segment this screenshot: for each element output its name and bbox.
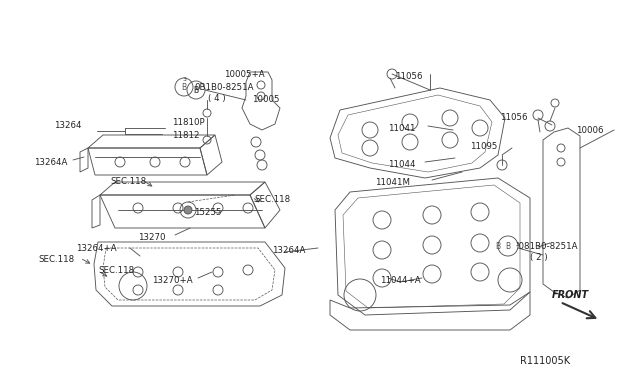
Text: 10005+A: 10005+A xyxy=(224,70,264,79)
Text: 11044: 11044 xyxy=(388,160,415,169)
Text: B: B xyxy=(181,83,187,92)
Text: ( 4 ): ( 4 ) xyxy=(208,94,226,103)
Text: 13264+A: 13264+A xyxy=(76,244,116,253)
Text: B: B xyxy=(193,86,198,94)
Text: SEC.118: SEC.118 xyxy=(98,266,134,275)
Text: 11044+A: 11044+A xyxy=(380,276,420,285)
Text: 11056: 11056 xyxy=(395,72,422,81)
Text: 11041M: 11041M xyxy=(375,178,410,187)
Circle shape xyxy=(184,206,192,214)
Text: 10005: 10005 xyxy=(252,95,280,104)
Text: SEC.118: SEC.118 xyxy=(254,195,290,204)
Text: FRONT: FRONT xyxy=(552,290,589,300)
Text: 13270: 13270 xyxy=(138,233,166,242)
Text: 11056: 11056 xyxy=(500,113,527,122)
Text: B: B xyxy=(495,241,500,250)
Text: 11041: 11041 xyxy=(388,124,415,133)
Text: 13264A: 13264A xyxy=(34,158,67,167)
Text: ³081B0-8251A: ³081B0-8251A xyxy=(516,242,579,251)
Text: B: B xyxy=(506,241,511,250)
Text: R111005K: R111005K xyxy=(520,356,570,366)
Text: ( 2 ): ( 2 ) xyxy=(530,253,548,262)
Text: 0B1B0-8251A: 0B1B0-8251A xyxy=(194,83,253,92)
Text: 11810P: 11810P xyxy=(172,118,205,127)
Text: 13270+A: 13270+A xyxy=(152,276,193,285)
Text: B: B xyxy=(193,86,198,94)
Text: 11812: 11812 xyxy=(172,131,200,140)
Text: ³: ³ xyxy=(182,77,186,87)
Text: SEC.118: SEC.118 xyxy=(38,255,74,264)
Text: 13264A: 13264A xyxy=(272,246,305,255)
Text: SEC.118: SEC.118 xyxy=(110,177,146,186)
Text: 13264: 13264 xyxy=(54,121,81,130)
Text: 11095: 11095 xyxy=(470,142,497,151)
Text: 15255: 15255 xyxy=(194,208,221,217)
Text: 10006: 10006 xyxy=(576,126,604,135)
